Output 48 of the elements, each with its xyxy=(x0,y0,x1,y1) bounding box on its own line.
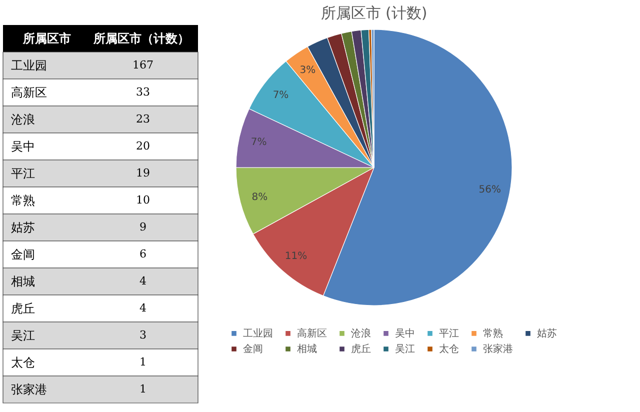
category-label: 高新区 xyxy=(11,86,47,100)
legend-label: 太仓 xyxy=(439,343,459,355)
data-label: 23 xyxy=(136,112,150,126)
data-label: 33 xyxy=(136,86,150,98)
category-label: 沧浪 xyxy=(11,112,35,126)
data-label: 4 xyxy=(140,302,146,314)
data-label: 167 xyxy=(132,58,154,72)
data-label: 56% xyxy=(478,184,502,196)
legend-label: 平江 xyxy=(439,327,459,340)
legend-label: 姑苏 xyxy=(537,327,557,340)
category-label: 姑苏 xyxy=(11,220,35,234)
data-label: 7% xyxy=(250,136,267,148)
data-label: 3% xyxy=(300,64,316,76)
data-label: 3 xyxy=(140,328,146,342)
text: 所属区市 xyxy=(22,32,71,46)
category-label: 工业园 xyxy=(11,58,47,72)
data-label: 11% xyxy=(284,251,308,262)
data-label: 1 xyxy=(140,382,146,396)
category-label: 吴江 xyxy=(11,328,35,342)
legend-label: 张家港 xyxy=(483,343,513,355)
data-label: 8% xyxy=(252,192,268,203)
data-label: 4 xyxy=(140,274,146,288)
legend-label: 相城 xyxy=(297,343,317,355)
category-label: 吴中 xyxy=(11,140,35,154)
data-label: 20 xyxy=(136,140,150,152)
legend-label: 吴江 xyxy=(395,343,415,355)
data-label: 7% xyxy=(272,90,289,102)
text: 所属区市（计数） xyxy=(92,32,190,46)
legend-label: 吴中 xyxy=(395,327,415,340)
data-label: 6 xyxy=(140,248,146,260)
data-label: 9 xyxy=(140,220,146,234)
category-label: 太仓 xyxy=(11,356,35,370)
legend-label: 沧浪 xyxy=(351,327,371,340)
category-label: 虎丘 xyxy=(11,302,35,316)
legend-label: 金阊 xyxy=(243,343,263,355)
data-label: 19 xyxy=(136,166,150,180)
category-label: 张家港 xyxy=(11,382,47,396)
category-label: 平江 xyxy=(11,166,35,180)
category-label: 相城 xyxy=(11,274,35,288)
data-label: 10 xyxy=(136,194,150,206)
chart-title: 所属区市 (计数) xyxy=(320,4,428,22)
legend-label: 工业园 xyxy=(243,327,273,340)
legend-label: 高新区 xyxy=(297,327,327,340)
legend-label: 虎丘 xyxy=(351,343,371,355)
category-label: 金阊 xyxy=(11,248,35,262)
data-label: 1 xyxy=(140,356,146,368)
category-label: 常熟 xyxy=(11,194,35,208)
legend-label: 常熟 xyxy=(483,327,503,340)
